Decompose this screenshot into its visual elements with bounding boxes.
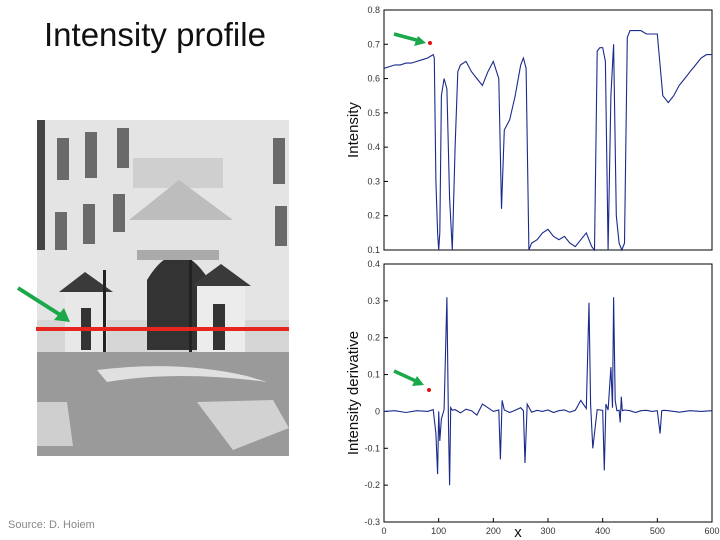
y-tick-label: 0.6 bbox=[367, 74, 380, 84]
series-line bbox=[383, 30, 712, 252]
y-tick-label: 0.3 bbox=[367, 176, 380, 186]
y-tick-label: 0.4 bbox=[367, 142, 380, 152]
scanline-marker bbox=[36, 327, 289, 331]
y-axis-label: Intensity bbox=[345, 102, 362, 158]
y-tick-label: 0.3 bbox=[367, 296, 380, 306]
page-title: Intensity profile bbox=[44, 16, 266, 53]
y-tick-label: 0.2 bbox=[367, 333, 380, 343]
x-tick-label: 300 bbox=[540, 526, 555, 536]
y-tick-label: 0.8 bbox=[367, 5, 380, 15]
intensity-chart: 0.8 0.7 0.6 0.5 0.4 0.3 0.2 0.1 Intensity bbox=[345, 5, 713, 255]
y-axis-label: Intensity derivative bbox=[345, 331, 362, 455]
intensity-derivative-chart: 0.40.30.20.10-0.1-0.2-0.30 100 200 300 400 50… bbox=[345, 259, 720, 540]
y-tick-label: -0.2 bbox=[364, 480, 380, 490]
y-tick-label: 0 bbox=[375, 406, 380, 416]
x-tick-label: 500 bbox=[650, 526, 665, 536]
x-tick-label: 100 bbox=[431, 526, 446, 536]
y-tick-label: 0.5 bbox=[367, 108, 380, 118]
arrow-derivative-icon bbox=[393, 369, 431, 392]
y-tick-label: -0.1 bbox=[364, 443, 380, 453]
y-tick-label: 0.2 bbox=[367, 211, 380, 221]
x-axis-label: x bbox=[514, 524, 522, 540]
arrow-photo-icon bbox=[16, 286, 70, 322]
y-tick-label: 0.7 bbox=[367, 39, 380, 49]
series-line bbox=[383, 297, 713, 486]
y-tick-label: 0.4 bbox=[367, 259, 380, 269]
x-tick-label: 200 bbox=[486, 526, 501, 536]
plot-frame bbox=[383, 9, 713, 251]
arrow-intensity-icon bbox=[393, 32, 432, 46]
y-tick-label: -0.3 bbox=[364, 517, 380, 527]
y-tick-label: 0.1 bbox=[367, 245, 380, 255]
x-tick-label: 0 bbox=[381, 526, 386, 536]
x-tick-label: 400 bbox=[595, 526, 610, 536]
source-credit: Source: D. Hoiem bbox=[8, 519, 95, 531]
x-tick-label: 600 bbox=[704, 526, 719, 536]
building-photo bbox=[37, 120, 289, 456]
y-tick-label: 0.1 bbox=[367, 370, 380, 380]
